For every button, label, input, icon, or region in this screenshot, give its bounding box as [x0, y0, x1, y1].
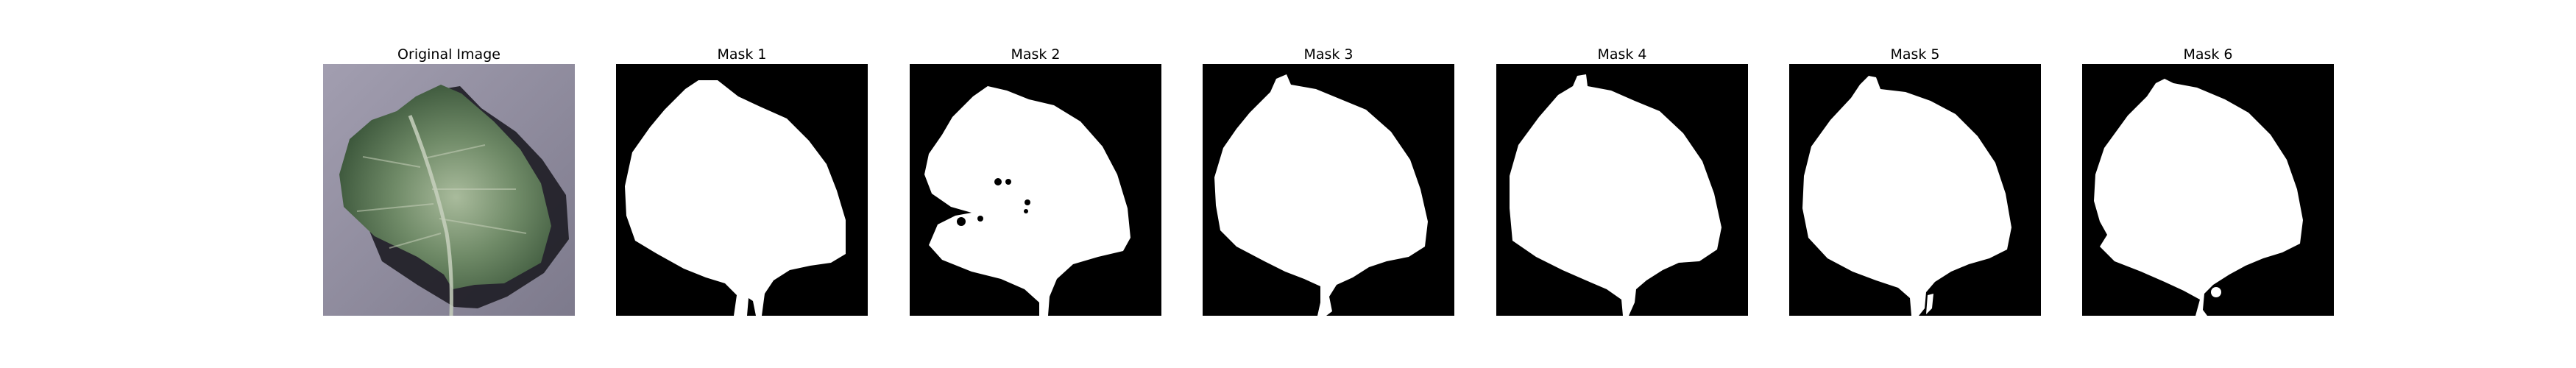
mask-1-panel: Mask 1 [616, 37, 868, 331]
original-leaf-image [323, 64, 575, 316]
mask-3-image [1203, 64, 1454, 316]
mask-3-shape [1214, 74, 1428, 316]
mask-6-panel: Mask 6 [2082, 37, 2334, 331]
mask-1-shape [625, 80, 846, 316]
mask-5-panel: Mask 5 [1789, 37, 2041, 331]
mask-6-shape [2094, 79, 2303, 316]
mask-4-panel: Mask 4 [1496, 37, 1748, 331]
mask-1-image [616, 64, 868, 316]
panel-title: Original Image [397, 46, 500, 63]
panel-title: Mask 6 [2183, 46, 2233, 63]
mask-2-panel: Mask 2 [910, 37, 1161, 331]
original-image-panel: Original Image [323, 37, 575, 331]
panel-title: Mask 3 [1303, 46, 1354, 63]
leaf-shape [339, 85, 551, 289]
mask-5-shape [1802, 76, 2011, 316]
mask-3-panel: Mask 3 [1203, 37, 1454, 331]
panel-title: Mask 1 [717, 46, 767, 63]
mask-4-image [1496, 64, 1748, 316]
mask-2-image [910, 64, 1161, 316]
mask-6-image [2082, 64, 2334, 316]
mask-4-shape [1510, 74, 1722, 316]
panel-title: Mask 4 [1597, 46, 1647, 63]
panel-title: Mask 2 [1011, 46, 1061, 63]
mask-5-image [1789, 64, 2041, 316]
panel-title: Mask 5 [1890, 46, 1940, 63]
